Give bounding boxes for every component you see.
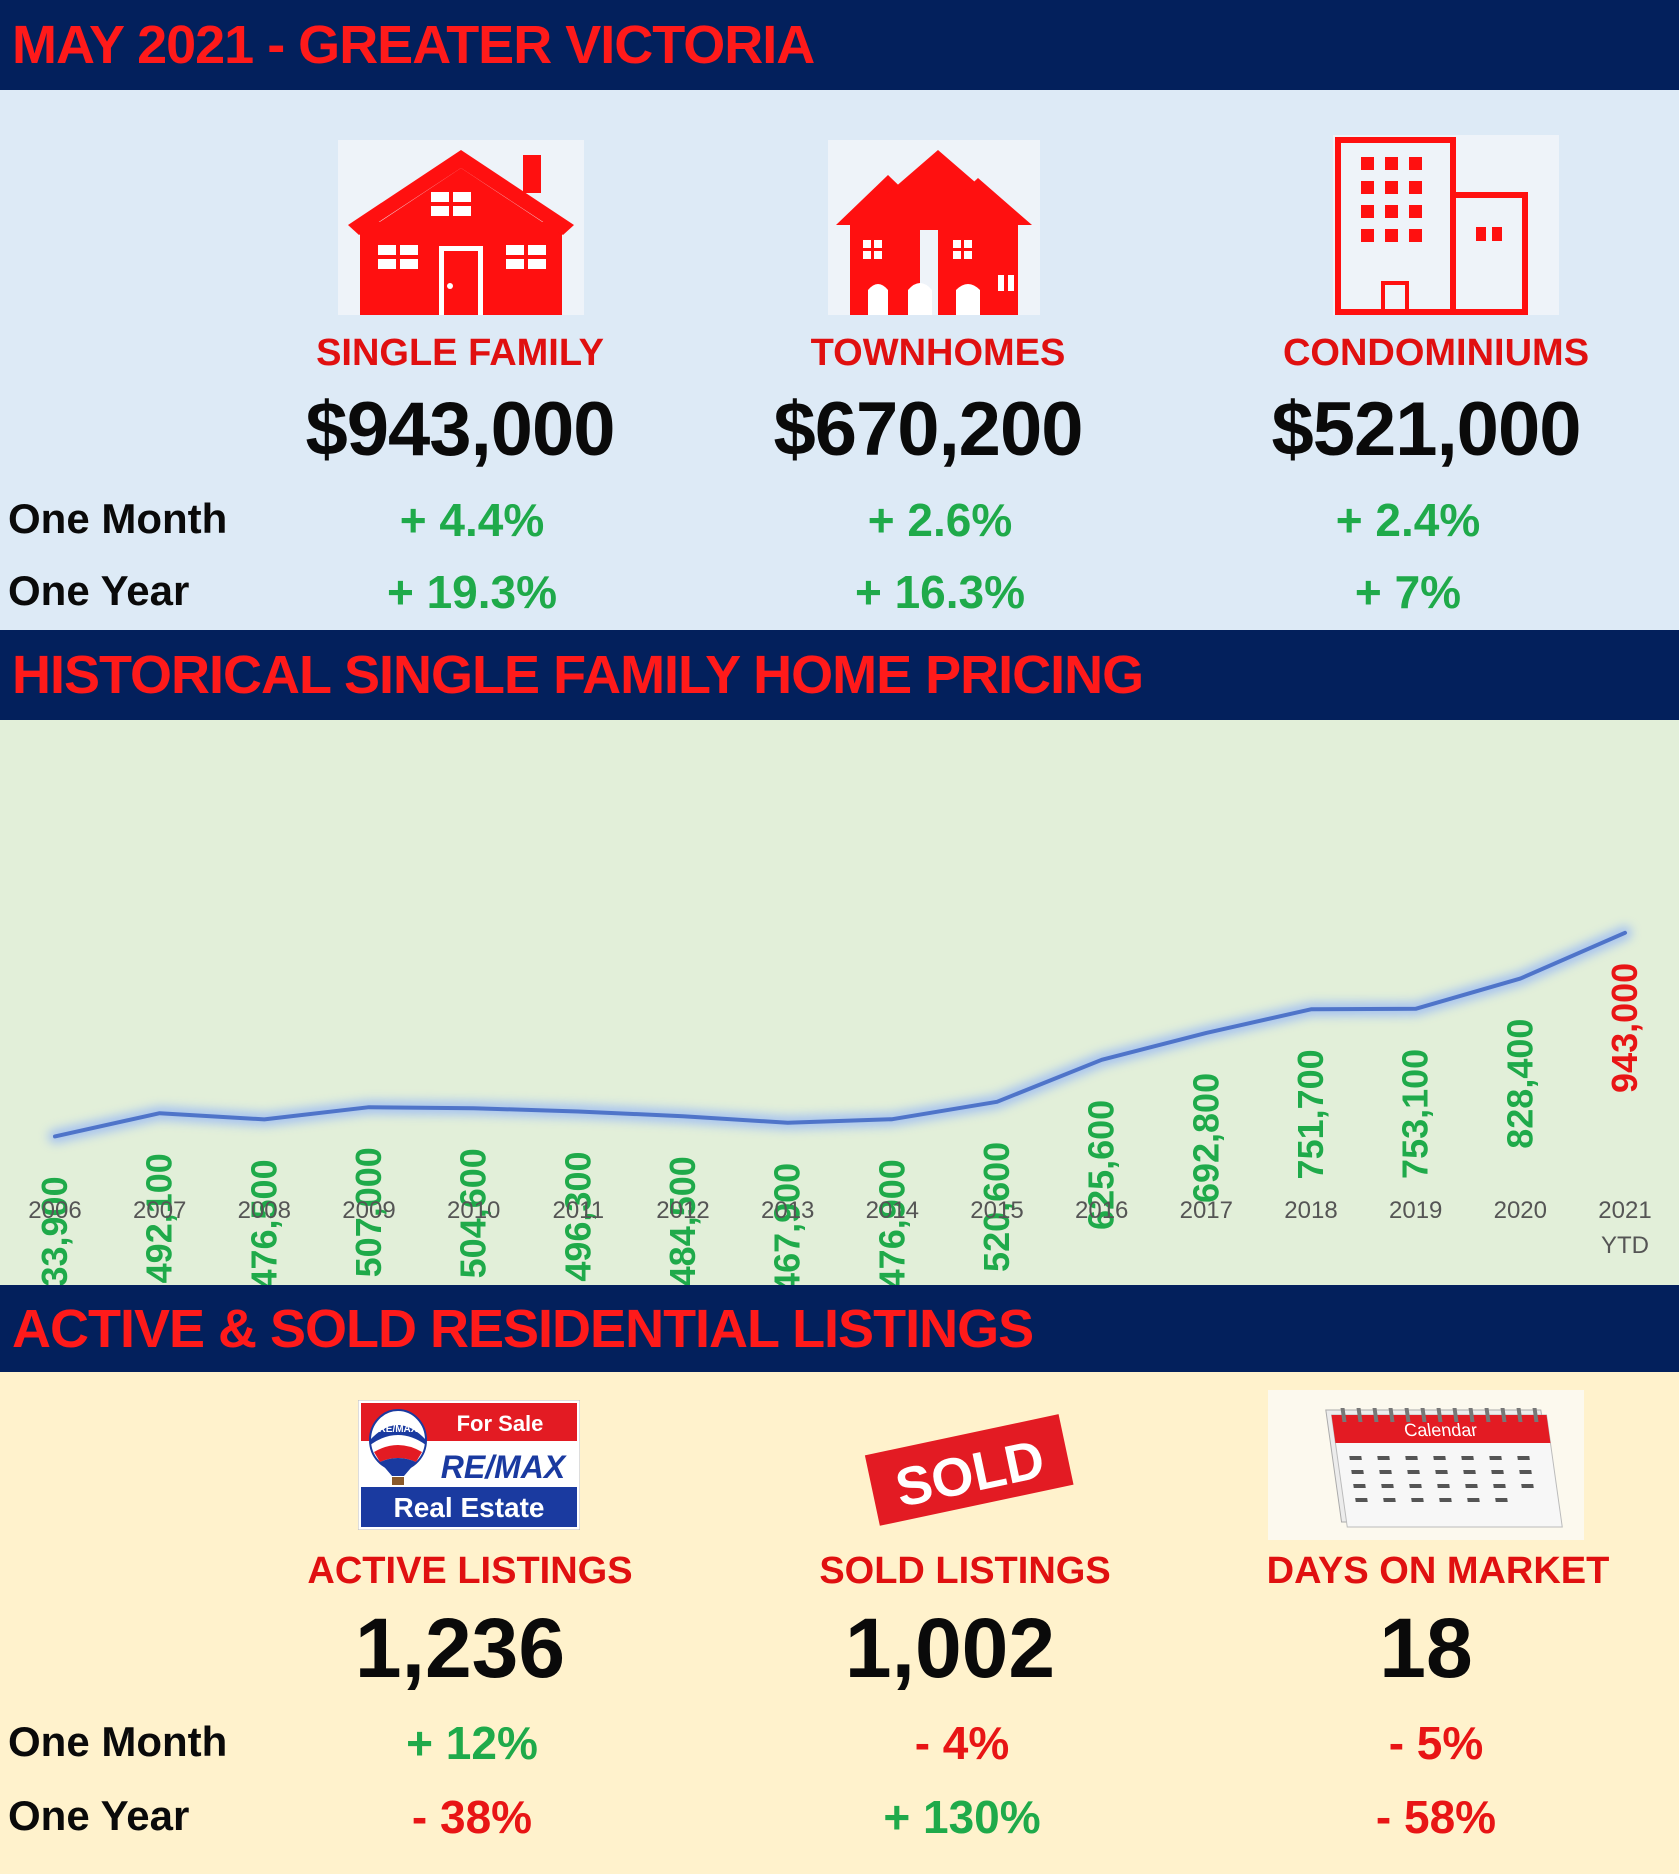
- x-tick-label: 2011: [552, 1197, 604, 1224]
- data-label: 692,800: [1185, 1073, 1226, 1203]
- change-month-sold: - 4%: [914, 1717, 1010, 1769]
- data-label: 520,600: [976, 1142, 1017, 1272]
- row-label-one-year-listings: One Year: [8, 1792, 190, 1839]
- x-tick-label: 2009: [342, 1197, 395, 1224]
- calendar-icon: Calendar: [1268, 1390, 1584, 1540]
- series-line: [53, 930, 1627, 1139]
- change-month-single-family: + 4.4%: [399, 494, 545, 546]
- metric-value-sold: 1,002: [844, 1601, 1056, 1695]
- balloon-text: RE/MAX: [379, 1424, 418, 1435]
- sold-sign-icon: SOLD: [864, 1414, 1074, 1526]
- x-tick-label: 2012: [656, 1197, 709, 1224]
- data-label: 753,100: [1395, 1049, 1436, 1179]
- data-label: 484,500: [662, 1156, 703, 1285]
- townhouse-icon: [828, 140, 1040, 315]
- data-label: 507,000: [348, 1147, 389, 1277]
- data-label: 943,000: [1604, 963, 1645, 1093]
- change-month-days: - 5%: [1388, 1717, 1484, 1769]
- metric-label-sold: SOLD LISTINGS: [819, 1550, 1111, 1592]
- listings-title: ACTIVE & SOLD RESIDENTIAL LISTINGS: [12, 1298, 1034, 1359]
- metric-value-days: 18: [1379, 1601, 1473, 1695]
- x-tick-label: 2006: [28, 1197, 81, 1224]
- condo-building-icon: [1333, 135, 1559, 315]
- x-tick-label: 2017: [1180, 1197, 1233, 1224]
- history-band: HISTORICAL SINGLE FAMILY HOME PRICING: [0, 630, 1679, 720]
- change-year-townhomes: + 16.3%: [854, 566, 1026, 618]
- change-year-sold: + 130%: [883, 1791, 1041, 1843]
- category-label-townhomes: TOWNHOMES: [810, 332, 1066, 374]
- house-icon: [338, 140, 584, 315]
- change-year-single-family: + 19.3%: [386, 566, 558, 618]
- remax-for-sale-sign-icon: For Sale RE/MAX Real Estate RE/MAX: [358, 1400, 580, 1530]
- metric-label-active: ACTIVE LISTINGS: [307, 1550, 633, 1592]
- balloon-icon: RE/MAX: [369, 1409, 427, 1485]
- prices-panel: SINGLE FAMILY TOWNHOMES CONDOMINIUMS $94…: [0, 90, 1679, 630]
- data-label: 625,600: [1081, 1100, 1122, 1230]
- x-tick-label: 2019: [1389, 1197, 1442, 1224]
- x-tick-label: 2020: [1494, 1197, 1547, 1224]
- change-year-active: - 38%: [411, 1791, 533, 1843]
- x-tick-label: 2021: [1598, 1197, 1651, 1224]
- x-tick-label: 2014: [866, 1197, 919, 1224]
- x-tick-label: 2008: [238, 1197, 291, 1224]
- x-tick-label: 2013: [761, 1197, 814, 1224]
- header-band: MAY 2021 - GREATER VICTORIA: [0, 0, 1679, 90]
- calendar-title-text: Calendar: [1403, 1420, 1479, 1440]
- change-month-active: + 12%: [406, 1717, 538, 1769]
- change-year-condominiums: + 7%: [1354, 566, 1462, 618]
- x-tick-label: 2015: [970, 1197, 1023, 1224]
- price-townhomes: $670,200: [773, 387, 1084, 472]
- listings-band: ACTIVE & SOLD RESIDENTIAL LISTINGS: [0, 1285, 1679, 1372]
- metric-label-days: DAYS ON MARKET: [1266, 1550, 1610, 1592]
- x-tick-label: 2018: [1284, 1197, 1337, 1224]
- listings-panel: For Sale RE/MAX Real Estate RE/MAX SOLD: [0, 1372, 1679, 1874]
- data-label: 492,100: [139, 1153, 180, 1283]
- series-line-glow: [48, 925, 1632, 1144]
- data-label: 504,600: [453, 1148, 494, 1278]
- category-label-single-family: SINGLE FAMILY: [316, 332, 604, 374]
- data-label: 467,900: [767, 1163, 808, 1285]
- data-label: 476,500: [243, 1159, 284, 1285]
- data-label: 828,400: [1499, 1019, 1540, 1149]
- price-single-family: $943,000: [305, 387, 616, 472]
- change-month-townhomes: + 2.6%: [867, 494, 1013, 546]
- remax-sign-brand-text: RE/MAX: [441, 1449, 567, 1485]
- chart-panel: 433,900 492,100 476,500 507,000 504,600 496,3…: [0, 720, 1679, 1285]
- x-tick-sublabel: YTD: [1601, 1232, 1649, 1259]
- change-month-condominiums: + 2.4%: [1335, 494, 1481, 546]
- x-tick-label: 2016: [1075, 1197, 1128, 1224]
- x-tick-label: 2007: [133, 1197, 186, 1224]
- page-title: MAY 2021 - GREATER VICTORIA: [12, 15, 815, 75]
- data-label: 433,900: [34, 1176, 75, 1285]
- price-history-chart: 433,900 492,100 476,500 507,000 504,600 496,3…: [28, 925, 1652, 1285]
- data-label: 751,700: [1290, 1049, 1331, 1179]
- data-label: 496,300: [557, 1152, 598, 1282]
- price-condominiums: $521,000: [1271, 387, 1582, 472]
- remax-sign-top-text: For Sale: [457, 1411, 544, 1436]
- row-label-one-month-listings: One Month: [8, 1718, 228, 1765]
- row-label-one-year: One Year: [8, 567, 190, 614]
- metric-value-active: 1,236: [354, 1601, 566, 1695]
- category-label-condominiums: CONDOMINIUMS: [1282, 332, 1590, 374]
- remax-sign-bottom-text: Real Estate: [394, 1492, 545, 1523]
- history-title: HISTORICAL SINGLE FAMILY HOME PRICING: [12, 645, 1144, 705]
- data-label: 476,900: [871, 1159, 912, 1285]
- change-year-days: - 58%: [1375, 1791, 1497, 1843]
- row-label-one-month: One Month: [8, 495, 228, 542]
- x-tick-label: 2010: [447, 1197, 500, 1224]
